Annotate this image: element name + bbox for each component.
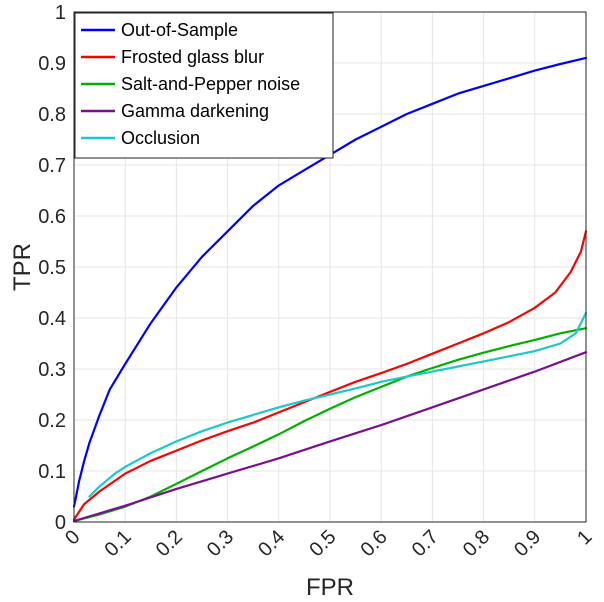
y-tick-labels: 0 0.1 0.2 0.3 0.4 0.5 0.6 0.7 0.8 0.9 1 <box>38 2 66 534</box>
x-tick-label: 0.9 <box>510 526 545 561</box>
y-tick-label: 1 <box>55 2 66 24</box>
series-line-3 <box>72 351 588 523</box>
x-tick-label: 1 <box>573 526 596 549</box>
y-tick-label: 0 <box>55 512 66 534</box>
y-tick-label: 0.1 <box>38 461 66 483</box>
series-lines <box>72 56 588 523</box>
x-tick-labels: 0 0.1 0.2 0.3 0.4 0.5 0.6 0.7 0.8 0.9 1 <box>61 526 596 561</box>
x-tick-label: 0.8 <box>459 526 494 561</box>
x-tick-label: 0 <box>61 526 84 549</box>
x-tick-label: 0.4 <box>254 526 289 561</box>
x-tick-label: 0.6 <box>357 526 392 561</box>
x-axis-label: FPR <box>306 574 354 601</box>
legend-label: Salt-and-Pepper noise <box>121 74 300 94</box>
legend-box <box>74 12 334 159</box>
x-tick-label: 0.5 <box>305 526 340 561</box>
series-line-0 <box>72 56 588 508</box>
x-tick-label: 0.3 <box>203 526 238 561</box>
series-line-4 <box>88 311 588 498</box>
y-tick-label: 0.8 <box>38 104 66 126</box>
y-tick-label: 0.2 <box>38 410 66 432</box>
legend-label: Occlusion <box>121 128 200 148</box>
y-tick-label: 0.4 <box>38 308 66 330</box>
series-line-2 <box>72 327 588 523</box>
legend: Out-of-Sample Frosted glass blur Salt-and-… <box>74 12 334 159</box>
plot-frame <box>73 11 587 523</box>
legend-label: Out-of-Sample <box>121 20 238 40</box>
series-line-1 <box>72 230 588 521</box>
legend-label: Gamma darkening <box>121 101 269 121</box>
y-tick-label: 0.9 <box>38 53 66 75</box>
y-tick-label: 0.6 <box>38 206 66 228</box>
y-axis-label: TPR <box>9 243 36 291</box>
x-tick-label: 0.2 <box>152 526 187 561</box>
y-tick-label: 0.7 <box>38 155 66 177</box>
x-tick-label: 0.7 <box>408 526 443 561</box>
y-tick-label: 0.3 <box>38 359 66 381</box>
legend-label: Frosted glass blur <box>121 47 264 67</box>
y-tick-label: 0.5 <box>38 257 66 279</box>
x-tick-label: 0.1 <box>101 526 136 561</box>
